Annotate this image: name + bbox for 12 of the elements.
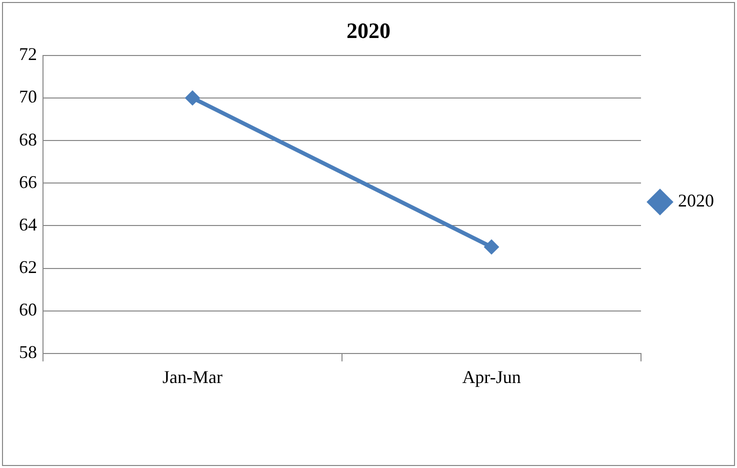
y-tick-label: 60 (19, 300, 37, 320)
y-tick-label: 58 (19, 342, 37, 362)
legend-label: 2020 (678, 190, 714, 211)
y-tick-label: 66 (19, 172, 37, 192)
y-tick-label: 64 (19, 214, 37, 234)
chart-title: 2020 (346, 18, 390, 43)
y-tick-label: 68 (19, 129, 37, 150)
y-tick-label: 72 (19, 44, 37, 64)
y-tick-label: 70 (19, 86, 37, 107)
y-tick-label: 62 (19, 256, 37, 277)
x-tick-label: Jan-Mar (162, 366, 222, 387)
x-tick-label: Apr-Jun (462, 366, 521, 387)
